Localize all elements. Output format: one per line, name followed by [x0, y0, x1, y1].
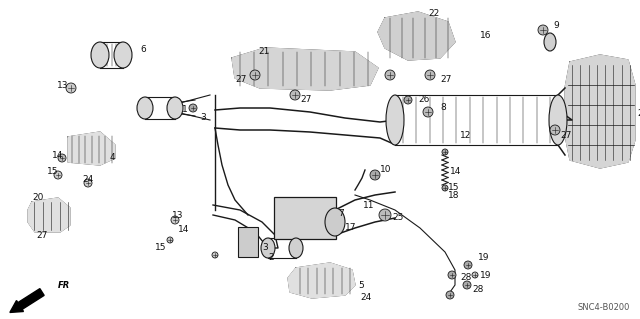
Ellipse shape	[442, 149, 448, 155]
Text: 7: 7	[338, 209, 344, 218]
Ellipse shape	[212, 252, 218, 258]
Ellipse shape	[84, 179, 92, 187]
Text: 11: 11	[363, 201, 374, 210]
Ellipse shape	[290, 90, 300, 100]
Text: 25: 25	[392, 213, 403, 222]
Ellipse shape	[370, 170, 380, 180]
Text: 13: 13	[57, 80, 68, 90]
Text: 5: 5	[358, 280, 364, 290]
Text: 24: 24	[82, 175, 93, 184]
Text: 27: 27	[440, 76, 451, 85]
Ellipse shape	[385, 70, 395, 80]
Polygon shape	[232, 48, 378, 90]
Text: 13: 13	[172, 211, 184, 219]
Text: 6: 6	[140, 46, 146, 55]
Ellipse shape	[550, 125, 560, 135]
Text: 14: 14	[450, 167, 461, 176]
Text: 4: 4	[110, 153, 116, 162]
Text: 19: 19	[478, 254, 490, 263]
Ellipse shape	[379, 209, 391, 221]
FancyArrow shape	[10, 289, 44, 312]
Text: 24: 24	[360, 293, 371, 302]
Text: 28: 28	[472, 286, 483, 294]
Text: 17: 17	[345, 224, 356, 233]
Text: 18: 18	[448, 190, 460, 199]
Text: 9: 9	[553, 20, 559, 29]
Ellipse shape	[54, 171, 62, 179]
Text: 3: 3	[200, 114, 205, 122]
Ellipse shape	[167, 97, 183, 119]
Polygon shape	[288, 263, 355, 298]
Ellipse shape	[325, 208, 345, 236]
Text: 19: 19	[480, 271, 492, 279]
Text: 27: 27	[235, 76, 246, 85]
Text: 23: 23	[637, 108, 640, 117]
Text: 2: 2	[268, 254, 274, 263]
Text: 3: 3	[262, 243, 268, 253]
Ellipse shape	[91, 42, 109, 68]
Polygon shape	[378, 12, 455, 60]
Ellipse shape	[538, 25, 548, 35]
Ellipse shape	[463, 281, 471, 289]
Text: 12: 12	[460, 130, 472, 139]
Text: 21: 21	[258, 48, 269, 56]
Text: 1: 1	[182, 106, 188, 115]
Text: 27: 27	[36, 231, 47, 240]
Text: 15: 15	[47, 167, 58, 176]
Ellipse shape	[261, 238, 275, 258]
Text: 26: 26	[418, 95, 429, 105]
Ellipse shape	[472, 272, 478, 278]
Ellipse shape	[423, 107, 433, 117]
Ellipse shape	[289, 238, 303, 258]
Ellipse shape	[66, 83, 76, 93]
Text: 27: 27	[300, 95, 312, 105]
Ellipse shape	[58, 154, 66, 162]
Ellipse shape	[171, 216, 179, 224]
Polygon shape	[565, 55, 635, 168]
Text: 20: 20	[32, 194, 44, 203]
Ellipse shape	[404, 96, 412, 104]
Text: 14: 14	[52, 151, 63, 160]
Text: 15: 15	[448, 183, 460, 192]
Ellipse shape	[386, 95, 404, 145]
Text: 22: 22	[428, 10, 439, 19]
Text: 8: 8	[440, 102, 445, 112]
Ellipse shape	[114, 42, 132, 68]
Ellipse shape	[464, 261, 472, 269]
Ellipse shape	[167, 237, 173, 243]
Text: FR: FR	[58, 280, 70, 290]
Text: 14: 14	[178, 226, 189, 234]
Text: 27: 27	[560, 130, 572, 139]
Text: 15: 15	[155, 243, 166, 253]
Polygon shape	[68, 132, 115, 165]
Text: 16: 16	[480, 31, 492, 40]
Bar	[274, 197, 336, 239]
Text: 10: 10	[380, 166, 392, 174]
Text: 28: 28	[460, 273, 472, 283]
Ellipse shape	[446, 291, 454, 299]
Ellipse shape	[549, 95, 567, 145]
Ellipse shape	[189, 104, 197, 112]
Text: SNC4-B0200: SNC4-B0200	[578, 303, 630, 313]
Ellipse shape	[425, 70, 435, 80]
Ellipse shape	[137, 97, 153, 119]
Ellipse shape	[448, 271, 456, 279]
Ellipse shape	[442, 185, 448, 191]
Polygon shape	[28, 198, 70, 232]
Ellipse shape	[250, 70, 260, 80]
Bar	[238, 227, 258, 257]
Ellipse shape	[544, 33, 556, 51]
